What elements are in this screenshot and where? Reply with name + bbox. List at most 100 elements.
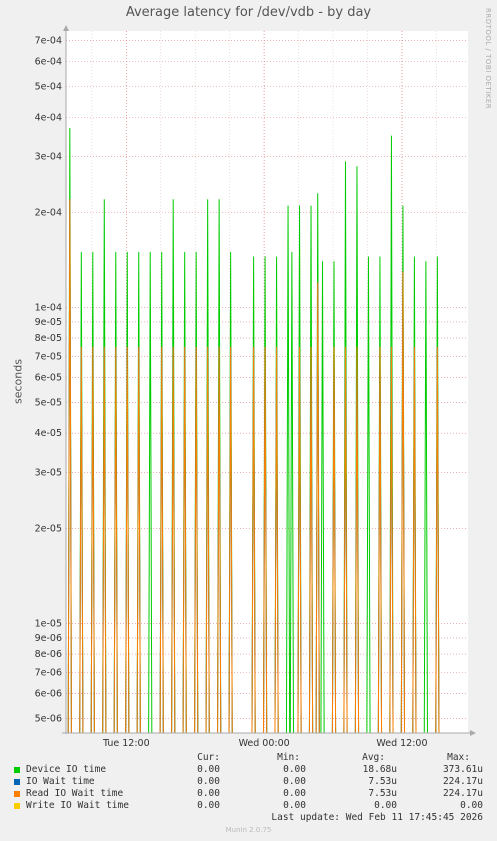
legend-name: Device IO time bbox=[26, 764, 107, 775]
data-spike bbox=[412, 346, 417, 734]
data-spike bbox=[67, 199, 72, 734]
y-tick-label: 4e-05 bbox=[35, 428, 62, 439]
y-tick-label: 8e-06 bbox=[35, 649, 62, 660]
legend-cur: 0.00 bbox=[197, 776, 220, 787]
plot-area bbox=[66, 31, 468, 733]
legend-row: Read IO Wait time 0.00 0.00 7.53u 224.17… bbox=[0, 788, 497, 800]
data-spike bbox=[148, 251, 153, 734]
data-spike bbox=[289, 251, 294, 734]
data-spike bbox=[194, 346, 199, 734]
legend-avg: 18.68u bbox=[362, 764, 397, 775]
y-tick-label: 9e-06 bbox=[35, 633, 62, 644]
legend-name: IO Wait time bbox=[26, 776, 95, 787]
legend-min: 0.00 bbox=[283, 788, 306, 799]
data-spike bbox=[297, 346, 302, 734]
data-spike bbox=[251, 346, 256, 734]
data-spike bbox=[205, 346, 210, 734]
data-spike bbox=[102, 346, 107, 734]
legend-max: 0.00 bbox=[460, 800, 483, 811]
data-spike bbox=[90, 346, 95, 734]
legend-min: 0.00 bbox=[283, 764, 306, 775]
chart-title: Average latency for /dev/vdb - by day bbox=[125, 5, 372, 20]
legend-max: 224.17u bbox=[442, 776, 483, 787]
data-series bbox=[67, 127, 440, 734]
munin-version: Munin 2.0.75 bbox=[225, 826, 272, 834]
data-spike bbox=[182, 346, 187, 734]
y-axis-arrow bbox=[63, 25, 69, 31]
rrdtool-credit: RRDTOOL / TOBI OETIKER bbox=[484, 8, 492, 110]
data-spike bbox=[136, 346, 141, 734]
legend-max: 373.61u bbox=[442, 764, 483, 775]
data-spike bbox=[354, 346, 360, 734]
last-update: Last update: Wed Feb 11 17:45:45 2026 bbox=[271, 812, 483, 823]
legend-header-max: Max: bbox=[447, 752, 470, 763]
data-spike bbox=[366, 256, 371, 734]
y-tick-label: 2e-04 bbox=[35, 207, 62, 218]
y-tick-label: 3e-05 bbox=[35, 468, 62, 479]
data-spike bbox=[400, 271, 406, 734]
data-spike bbox=[285, 205, 291, 734]
data-spike bbox=[435, 346, 440, 734]
legend-avg: 7.53u bbox=[368, 788, 397, 799]
legend-name: Read IO Wait time bbox=[26, 788, 124, 799]
axes bbox=[62, 25, 476, 736]
data-spike bbox=[79, 346, 84, 734]
data-spike bbox=[217, 346, 222, 734]
y-tick-label: 7e-06 bbox=[35, 667, 62, 678]
latency-chart: 7e-04 6e-04 5e-04 4e-04 3e-04 2e-04 1e-04 9e-05… bbox=[35, 25, 476, 749]
legend-header: Cur: Min: Avg: Max: bbox=[0, 752, 497, 764]
y-tick-label: 1e-04 bbox=[35, 302, 62, 313]
legend-min: 0.00 bbox=[283, 800, 306, 811]
legend-row: Device IO time 0.00 0.00 18.68u 373.61u bbox=[0, 764, 497, 776]
legend-swatch bbox=[14, 767, 20, 773]
data-spike bbox=[262, 346, 268, 734]
legend-header-avg: Avg: bbox=[362, 752, 385, 763]
legend-avg: 0.00 bbox=[374, 800, 397, 811]
legend-row: Write IO Wait time 0.00 0.00 0.00 0.00 bbox=[0, 800, 497, 812]
x-tick-labels: Tue 12:00 Wed 00:00 Wed 12:00 bbox=[102, 738, 428, 749]
data-spike bbox=[113, 346, 118, 734]
y-tick-label: 9e-05 bbox=[35, 317, 62, 328]
y-tick-label: 5e-05 bbox=[35, 398, 62, 409]
y-tick-label: 7e-04 bbox=[35, 35, 62, 46]
x-tick-label: Wed 12:00 bbox=[376, 738, 427, 749]
legend-swatch bbox=[14, 791, 20, 797]
y-tick-label: 1e-05 bbox=[35, 618, 62, 629]
legend-min: 0.00 bbox=[283, 776, 306, 787]
x-axis-arrow bbox=[470, 730, 476, 736]
legend-swatch bbox=[14, 779, 20, 785]
data-spike bbox=[274, 346, 279, 734]
y-tick-labels: 7e-04 6e-04 5e-04 4e-04 3e-04 2e-04 1e-04 9e-05… bbox=[35, 35, 62, 724]
data-spike bbox=[315, 282, 320, 734]
legend-max: 224.17u bbox=[442, 788, 483, 799]
legend-header-min: Min: bbox=[277, 752, 300, 763]
data-spike bbox=[343, 346, 348, 734]
legend-cur: 0.00 bbox=[197, 788, 220, 799]
data-spike bbox=[320, 261, 325, 734]
x-tick-label: Tue 12:00 bbox=[102, 738, 150, 749]
y-tick-label: 8e-05 bbox=[35, 333, 62, 344]
y-tick-label: 4e-04 bbox=[35, 112, 62, 123]
y-tick-label: 6e-05 bbox=[35, 373, 62, 384]
data-spike bbox=[389, 346, 394, 734]
data-spike bbox=[125, 346, 130, 734]
series-read-io-wait-time bbox=[67, 199, 440, 734]
y-tick-label: 5e-04 bbox=[35, 82, 62, 93]
legend-cur: 0.00 bbox=[197, 800, 220, 811]
legend-avg: 7.53u bbox=[368, 776, 397, 787]
legend-row: IO Wait time 0.00 0.00 7.53u 224.17u bbox=[0, 776, 497, 788]
y-tick-label: 6e-06 bbox=[35, 689, 62, 700]
data-spike bbox=[423, 261, 428, 734]
y-tick-label: 6e-04 bbox=[35, 57, 62, 68]
legend-swatch bbox=[14, 803, 20, 809]
legend-cur: 0.00 bbox=[197, 764, 220, 775]
data-spike bbox=[159, 346, 164, 734]
y-tick-label: 5e-06 bbox=[35, 714, 62, 725]
data-spike bbox=[308, 346, 314, 734]
y-tick-label: 7e-05 bbox=[35, 351, 62, 362]
x-tick-label: Wed 00:00 bbox=[239, 738, 290, 749]
y-tick-label: 3e-04 bbox=[35, 152, 62, 163]
data-spike bbox=[331, 346, 337, 734]
legend-header-cur: Cur: bbox=[197, 752, 220, 763]
data-spike bbox=[171, 346, 176, 734]
